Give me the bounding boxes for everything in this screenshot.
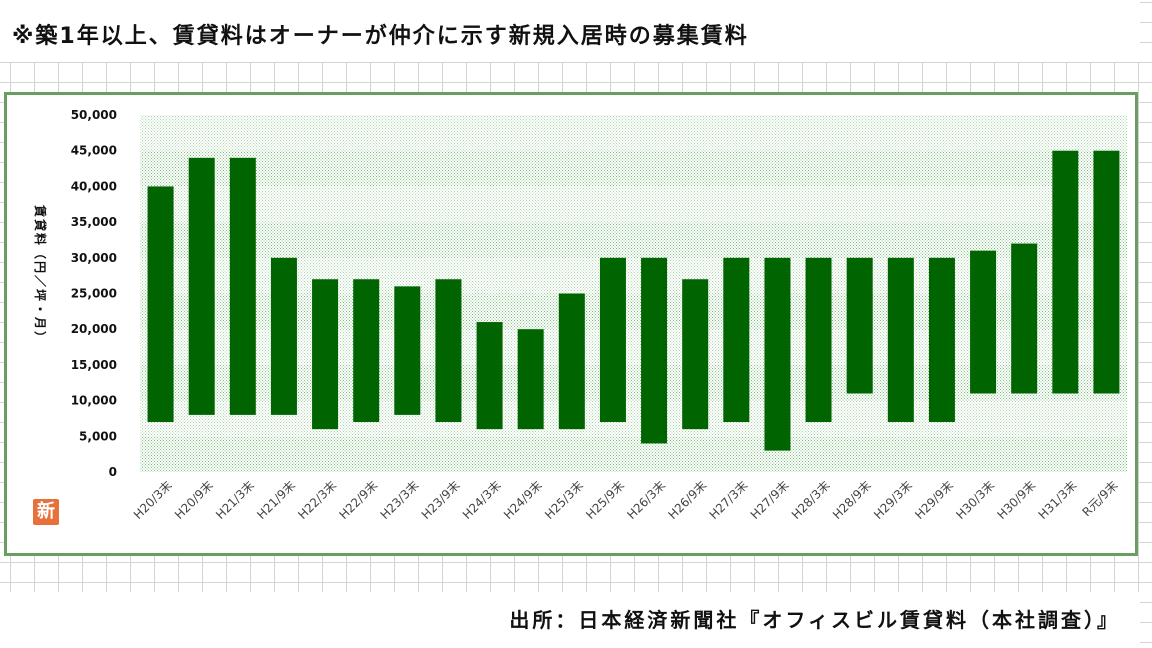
bar — [599, 257, 626, 423]
y-tick-label: 30,000 — [71, 251, 117, 265]
y-tick-label: 15,000 — [71, 358, 117, 372]
x-tick-label: H29/3末 — [871, 478, 915, 522]
chart-frame: 0 5,000 10,000 15,000 20,000 25,000 30,000 35,0… — [4, 92, 1138, 556]
x-tick-label: H21/9末 — [254, 478, 298, 522]
bar — [476, 322, 503, 430]
y-tick-label: 10,000 — [71, 394, 117, 408]
x-tick-label: H25/3末 — [542, 478, 586, 522]
x-tick-label: H24/9末 — [501, 478, 545, 522]
nikkei-logo: 新 — [33, 499, 59, 525]
bar — [312, 279, 339, 430]
bar — [1011, 243, 1038, 394]
plot-band — [140, 400, 1127, 437]
y-tick-label: 5,000 — [79, 429, 117, 443]
plot-band — [140, 186, 1127, 223]
bar — [723, 257, 750, 423]
x-tick-label: H23/3末 — [378, 478, 422, 522]
source-band: 出所：日本経済新聞社『オフィスビル賃貸料（本社調査）』 — [0, 592, 1140, 648]
plot-area — [140, 115, 1127, 472]
bar — [970, 250, 997, 394]
y-tick-label: 20,000 — [71, 322, 117, 336]
y-tick-label: 40,000 — [71, 179, 117, 193]
bar — [846, 257, 873, 394]
bar — [147, 186, 174, 423]
x-tick-label: H29/9末 — [912, 478, 956, 522]
page-title: ※築1年以上、賃貸料はオーナーが仲介に示す新規入居時の募集賃料 — [12, 24, 749, 49]
bar — [887, 257, 914, 423]
plot-bands — [140, 115, 1127, 437]
title-band: ※築1年以上、賃貸料はオーナーが仲介に示す新規入居時の募集賃料 — [0, 0, 1140, 62]
x-tick-label: H27/9末 — [748, 478, 792, 522]
x-tick-label: H24/3末 — [460, 478, 504, 522]
y-axis-title: 賃貸料（円／坪・月） — [33, 204, 48, 345]
bar — [928, 257, 955, 423]
bar — [682, 279, 709, 430]
x-tick-label: H26/9末 — [665, 478, 709, 522]
bar — [188, 157, 215, 415]
bar — [641, 257, 668, 444]
x-tick-label: H27/3末 — [707, 478, 751, 522]
x-tick-label: H30/3末 — [953, 478, 997, 522]
plot-band — [140, 329, 1127, 365]
bars — [147, 150, 1120, 451]
x-tick-label: H30/9末 — [994, 478, 1038, 522]
bar — [394, 286, 421, 415]
x-tick-label: H20/3末 — [131, 478, 175, 522]
y-tick-label: 0 — [109, 465, 117, 479]
x-tick-label: R元/9末 — [1080, 478, 1121, 519]
bar — [1052, 150, 1079, 394]
bar — [805, 257, 832, 423]
x-tick-label: H22/3末 — [295, 478, 339, 522]
y-tick-label: 35,000 — [71, 215, 117, 229]
bar — [435, 279, 462, 423]
bar — [1093, 150, 1120, 394]
bar — [558, 293, 585, 430]
plot-band — [140, 115, 1127, 151]
y-tick-label: 45,000 — [71, 144, 117, 158]
bar — [517, 329, 544, 430]
x-axis: H20/3末H20/9末H21/3末H21/9末H22/3末H22/9末H23/… — [131, 478, 1121, 522]
bar — [764, 257, 791, 451]
x-tick-label: H31/3末 — [1036, 478, 1080, 522]
x-tick-label: H28/9末 — [830, 478, 874, 522]
y-tick-label: 50,000 — [71, 108, 117, 122]
x-tick-label: H20/9末 — [172, 478, 216, 522]
rent-range-chart: 0 5,000 10,000 15,000 20,000 25,000 30,000 35,0… — [33, 108, 1127, 522]
x-tick-label: H23/9末 — [419, 478, 463, 522]
x-tick-label: H28/3末 — [789, 478, 833, 522]
x-tick-label: H26/3末 — [624, 478, 668, 522]
y-axis: 0 5,000 10,000 15,000 20,000 25,000 30,000 35,0… — [71, 108, 117, 479]
bar — [353, 279, 380, 423]
plot-band — [140, 257, 1127, 294]
x-tick-label: H22/9末 — [336, 478, 380, 522]
bar — [229, 157, 256, 415]
bar — [270, 257, 297, 415]
source-note: 出所：日本経済新聞社『オフィスビル賃貸料（本社調査）』 — [509, 608, 1120, 632]
y-tick-label: 25,000 — [71, 287, 117, 301]
x-tick-label: H21/3末 — [213, 478, 257, 522]
x-tick-label: H25/9末 — [583, 478, 627, 522]
